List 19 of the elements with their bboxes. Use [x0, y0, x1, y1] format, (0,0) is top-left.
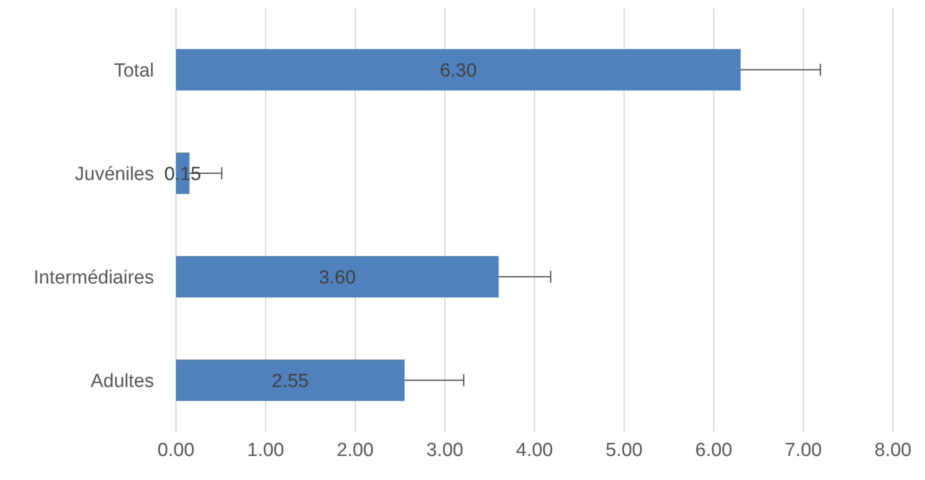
- y-tick-label: Total: [114, 60, 154, 82]
- x-tick-label: 4.00: [516, 440, 553, 461]
- data-label: 3.60: [318, 267, 356, 288]
- y-tick-label: Adultes: [90, 370, 154, 392]
- x-tick-label: 0.00: [158, 440, 194, 461]
- data-label: 2.55: [272, 370, 309, 392]
- bar: [176, 49, 741, 90]
- y-tick-label: Juvéniles: [74, 164, 154, 185]
- x-tick-label: 8.00: [874, 440, 912, 461]
- data-label: 6.30: [440, 60, 477, 82]
- bar: [176, 256, 499, 298]
- x-tick-label: 2.00: [336, 440, 374, 461]
- y-tick-label: Intermédiaires: [34, 267, 154, 288]
- x-tick-label: 5.00: [606, 440, 643, 461]
- bar: [176, 360, 405, 401]
- x-tick-label: 6.00: [695, 440, 732, 461]
- x-tick-label: 3.00: [426, 440, 464, 461]
- x-tick-label: 1.00: [247, 440, 284, 461]
- x-tick-label: 7.00: [784, 440, 822, 461]
